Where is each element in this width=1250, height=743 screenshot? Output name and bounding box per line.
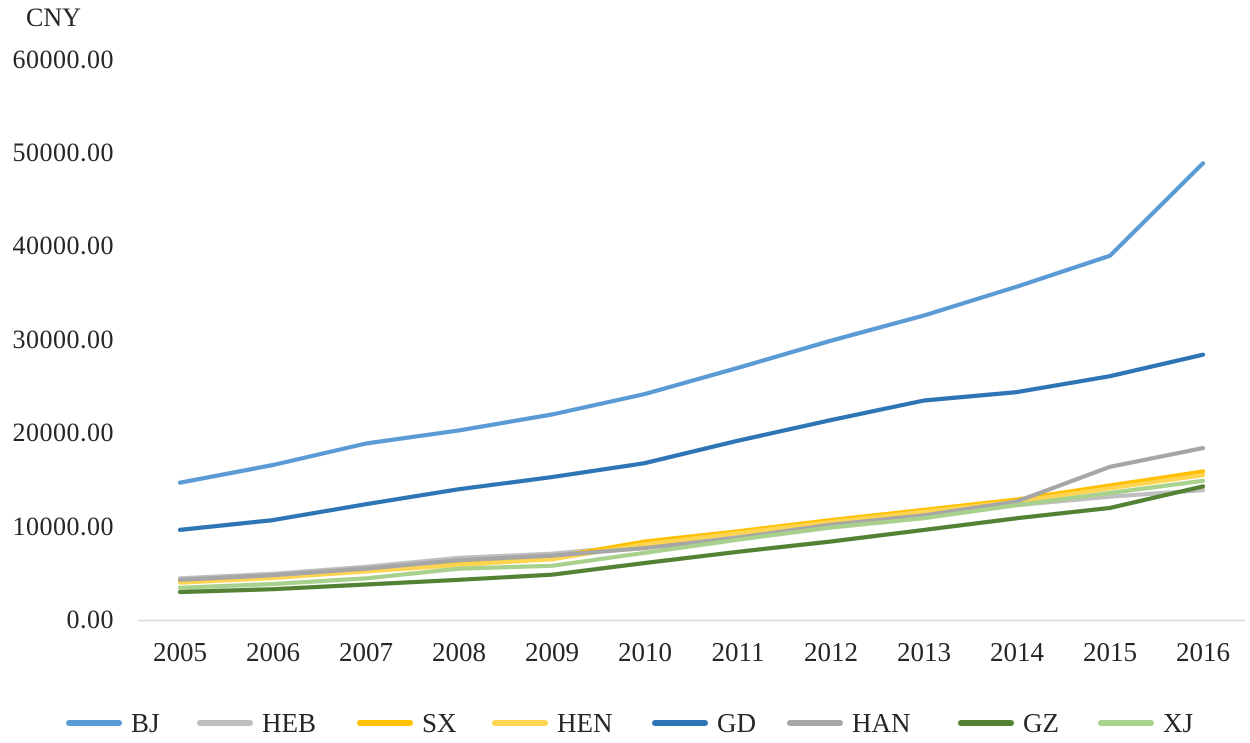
legend-item-han: HAN — [787, 704, 911, 742]
legend-swatch-hen — [492, 720, 548, 726]
legend-item-bj: BJ — [66, 704, 160, 742]
series-line-hen — [177, 473, 1206, 585]
x-tick-label: 2010 — [618, 637, 672, 667]
series-line-gd — [177, 352, 1206, 533]
legend-item-xj: XJ — [1098, 704, 1193, 742]
x-tick-label: 2016 — [1176, 637, 1230, 667]
legend-swatch-han — [787, 720, 843, 726]
x-tick-label: 2012 — [804, 637, 858, 667]
legend-item-gd: GD — [652, 704, 756, 742]
y-tick-label: 20000.00 — [12, 418, 114, 448]
x-tick-label: 2005 — [153, 637, 207, 667]
legend-label: XJ — [1163, 708, 1194, 738]
y-tick-label: 60000.00 — [12, 44, 114, 74]
series-line-bj — [177, 161, 1206, 485]
series-line-gz — [177, 484, 1206, 595]
x-tick-label: 2014 — [990, 637, 1044, 667]
legend-swatch-heb — [197, 720, 253, 726]
legend-item-sx: SX — [357, 704, 457, 742]
legend-label: SX — [422, 708, 457, 738]
legend-swatch-bj — [66, 720, 122, 726]
legend-label: GD — [717, 708, 756, 738]
legend-swatch-xj — [1098, 720, 1154, 726]
legend-swatch-gd — [652, 720, 708, 726]
y-tick-label: 0.00 — [66, 605, 114, 634]
legend-label: GZ — [1023, 708, 1059, 738]
legend-label: BJ — [131, 708, 160, 738]
legend-swatch-sx — [357, 720, 413, 726]
legend-label: HEN — [557, 708, 613, 738]
series-line-han — [177, 446, 1206, 582]
y-tick-label: 50000.00 — [12, 138, 114, 167]
legend-label: HEB — [262, 708, 316, 738]
y-tick-label: 10000.00 — [12, 511, 114, 541]
x-tick-label: 2008 — [432, 637, 486, 667]
legend-item-heb: HEB — [197, 704, 316, 742]
legend-swatch-gz — [958, 720, 1014, 726]
legend-item-hen: HEN — [492, 704, 613, 742]
x-tick-label: 2007 — [339, 637, 393, 667]
y-tick-label: 40000.00 — [12, 231, 114, 261]
x-tick-label: 2013 — [897, 637, 951, 667]
series-line-xj — [177, 478, 1206, 590]
x-tick-label: 2015 — [1083, 637, 1137, 667]
axis-unit-label: CNY — [26, 3, 81, 32]
x-tick-label: 2011 — [711, 637, 765, 667]
x-tick-label: 2009 — [525, 637, 579, 667]
legend-label: HAN — [852, 708, 911, 738]
chart-legend: BJ HEB SX HEN GD HAN GZ XJ — [0, 704, 1250, 742]
x-tick-label: 2006 — [246, 637, 300, 667]
legend-item-gz: GZ — [958, 704, 1059, 742]
y-tick-label: 30000.00 — [12, 324, 114, 354]
